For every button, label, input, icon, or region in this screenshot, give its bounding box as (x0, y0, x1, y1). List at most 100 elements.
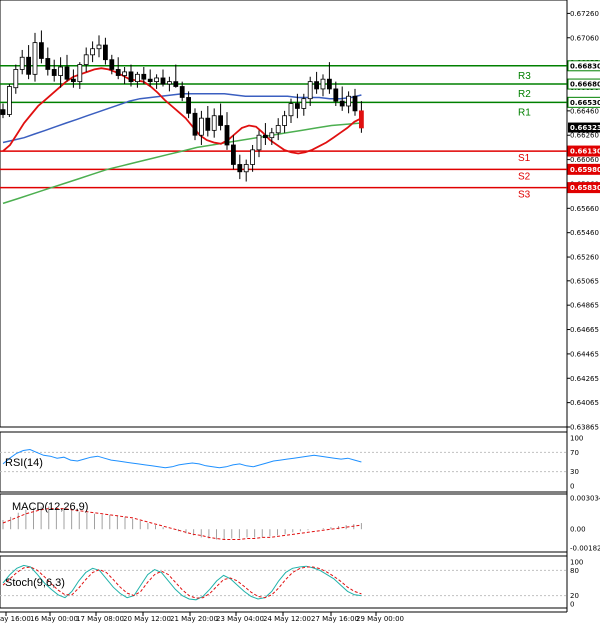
level-badge-s3 (567, 182, 600, 194)
candle-body (19, 56, 25, 70)
candle-body (339, 100, 345, 107)
level-badge-s2 (567, 163, 600, 175)
rsi-tick-label: 30 (570, 468, 579, 476)
level-badge-text-r1: 0.66530 (570, 99, 600, 107)
candle-body (205, 117, 211, 131)
price-tick-label: 0.65065 (570, 277, 599, 285)
candle-body (147, 78, 153, 83)
macd-signal-line (2, 508, 362, 540)
candle-body (160, 77, 166, 85)
candle-body (352, 95, 358, 112)
level-label-s2: S2 (518, 171, 531, 182)
price-tick-label: 0.65660 (570, 205, 599, 213)
rsi-panel-frame (0, 431, 568, 493)
candle-body (288, 103, 294, 117)
candle-body (326, 78, 332, 90)
level-badge-text-s1: 0.66130 (570, 148, 600, 156)
candle-body (179, 86, 185, 98)
candle-body (320, 78, 326, 90)
price-tick-label: 0.65260 (570, 254, 599, 262)
level-label-s1: S1 (518, 153, 531, 164)
price-tick-label: 0.65460 (570, 229, 599, 237)
candle-body (211, 115, 217, 131)
candle-body (243, 164, 249, 173)
candle-body (45, 58, 51, 70)
price-tick-label: 0.64065 (570, 399, 599, 407)
candle-body (173, 81, 179, 87)
candle-body (358, 110, 364, 129)
level-badge-r2 (567, 78, 600, 90)
candle-body (314, 81, 320, 90)
rsi-tick-label: 0 (570, 483, 574, 491)
candle-body (7, 86, 12, 115)
candle-body (51, 69, 57, 76)
time-tick-label: 23 May 04:00 (216, 615, 264, 623)
candle-body (128, 71, 134, 83)
time-tick-label: 27 May 16:00 (311, 615, 359, 623)
price-tick-label: 0.63865 (570, 424, 599, 432)
candle-body (77, 64, 83, 83)
stoch-signal-line (2, 566, 362, 599)
current-price-badge (568, 122, 600, 133)
price-tick-label: 0.64865 (570, 302, 599, 310)
candle-body (39, 42, 44, 59)
candle-body (154, 77, 160, 83)
candle-body (192, 112, 198, 136)
stoch-tick-label: 20 (570, 592, 579, 600)
candle-body (198, 117, 204, 136)
time-tick-label: 17 May 08:00 (76, 615, 124, 623)
candle-body (307, 81, 313, 100)
candle-body (115, 69, 121, 76)
level-label-r1: R1 (518, 107, 531, 118)
level-label-r3: R3 (518, 71, 531, 82)
price-tick-label: 0.66260 (570, 132, 599, 140)
moving-average-fast (2, 67, 362, 155)
price-tick-label: 0.64465 (570, 350, 599, 358)
price-tick-label: 0.64665 (570, 326, 599, 334)
rsi-tick-label: 70 (570, 449, 579, 457)
level-label-s3: S3 (518, 190, 531, 201)
candle-body (224, 125, 230, 146)
stoch-label: Stoch(9,6,3) (5, 577, 65, 589)
macd-tick-label: 0.00 (570, 526, 586, 534)
price-tick-label: 0.64265 (570, 375, 599, 383)
time-tick-label: 21 May 20:00 (170, 615, 218, 623)
candle-body (256, 134, 262, 151)
candle-body (294, 103, 300, 109)
level-badge-text-s3: 0.65830 (570, 184, 600, 192)
current-price-text: 0.66323 (570, 124, 600, 132)
candle-body (333, 88, 339, 102)
candle-body (13, 69, 19, 89)
macd-tick-label: 0.003034 (570, 495, 600, 503)
candle-body (83, 54, 89, 65)
stoch-tick-label: 80 (570, 567, 579, 575)
candle-body (218, 115, 224, 126)
moving-average-slow (2, 122, 362, 205)
price-tick-label: 0.67060 (570, 34, 599, 42)
time-tick-label: 24 May 12:00 (263, 615, 311, 623)
rsi-label: RSI(14) (5, 457, 43, 469)
candle-body (26, 56, 32, 75)
level-badge-text-s2: 0.65980 (570, 166, 600, 174)
level-badge-text-r3: 0.66830 (570, 62, 600, 70)
candle-body (166, 81, 172, 85)
level-label-r2: R2 (518, 89, 531, 100)
level-badge-s1 (567, 145, 600, 157)
candle-body (64, 66, 70, 80)
price-tick-label: 0.67260 (570, 10, 599, 18)
time-tick-label: 29 May 00:00 (356, 615, 404, 623)
rsi-tick-label: 100 (570, 435, 583, 443)
time-tick-label: 20 May 12:00 (123, 615, 171, 623)
stoch-main-line (2, 564, 362, 601)
candle-body (134, 73, 140, 83)
candle-body (103, 44, 108, 61)
candle-body (90, 48, 95, 56)
level-badge-text-r2: 0.66680 (570, 81, 600, 89)
candle-body (141, 73, 147, 80)
level-badge-r3 (567, 60, 600, 72)
rsi-line (2, 448, 362, 469)
candle-body (282, 115, 288, 126)
stoch-tick-label: 0 (570, 601, 574, 609)
candle-body (237, 164, 243, 173)
